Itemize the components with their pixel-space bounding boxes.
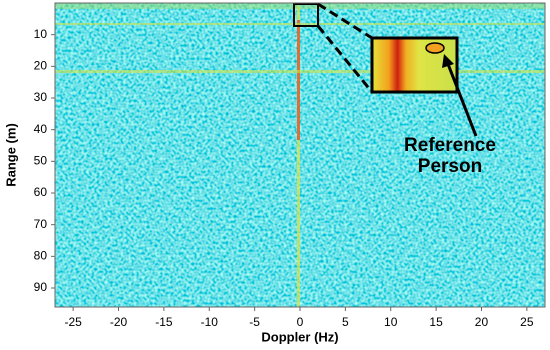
- y-tick-label: 30: [34, 90, 48, 104]
- y-tick-label: 80: [34, 249, 48, 263]
- x-tick-label: 20: [475, 315, 489, 329]
- x-tick-label: -20: [110, 315, 128, 329]
- range-stripe: [55, 3, 545, 9]
- zoom-connector: [317, 2, 373, 40]
- y-tick-label: 60: [34, 185, 48, 199]
- x-tick-label: -25: [64, 315, 82, 329]
- zoom-connector: [316, 25, 374, 93]
- arrow-head: [442, 54, 454, 68]
- zero-doppler-stripe: [297, 3, 300, 307]
- annotation: Person: [418, 156, 482, 177]
- zoom-source-box: [293, 3, 319, 27]
- x-tick-label: 10: [384, 315, 398, 329]
- x-tick-label: -10: [201, 315, 219, 329]
- y-tick-label: 20: [34, 59, 48, 73]
- x-tick-label: 25: [520, 315, 534, 329]
- zoom-inset: [293, 2, 478, 137]
- x-tick-label: 5: [342, 315, 349, 329]
- y-tick-label: 70: [34, 217, 48, 231]
- plot-area: [55, 3, 545, 307]
- y-tick-label: 50: [34, 154, 48, 168]
- range-stripe: [55, 70, 545, 73]
- x-tick-label: -5: [249, 315, 260, 329]
- x-tick-label: 15: [429, 315, 443, 329]
- x-tick-label: -15: [155, 315, 173, 329]
- range-stripe: [55, 23, 545, 25]
- x-axis-title: Doppler (Hz): [261, 329, 338, 344]
- target-stripe: [297, 20, 300, 140]
- x-tick-label: 0: [297, 315, 304, 329]
- y-tick-label: 90: [34, 280, 48, 294]
- y-axis-title: Range (m): [3, 123, 18, 187]
- target-ellipse: [425, 42, 445, 54]
- y-tick-label: 40: [34, 122, 48, 136]
- annotation: Reference: [404, 135, 496, 156]
- y-tick-label: 10: [34, 27, 48, 41]
- annotation-arrow: [446, 63, 478, 137]
